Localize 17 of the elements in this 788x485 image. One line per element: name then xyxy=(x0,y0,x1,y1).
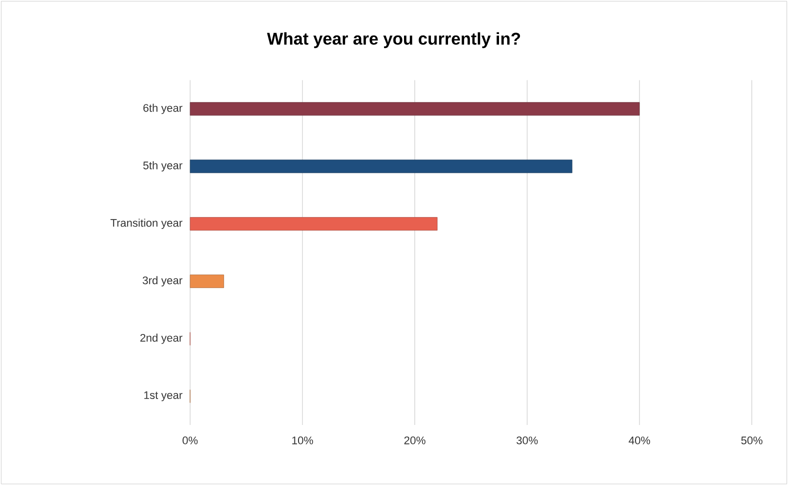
x-tick-label: 0% xyxy=(182,436,198,444)
chart-title: What year are you currently in? xyxy=(267,32,520,48)
y-tick-label: 5th year xyxy=(143,161,182,172)
x-tick-label: 10% xyxy=(292,436,314,444)
x-tick-label: 40% xyxy=(628,436,650,444)
y-tick-label: Transition year xyxy=(110,218,182,229)
x-tick-label: 30% xyxy=(516,436,538,444)
y-tick-label: 2nd year xyxy=(140,334,182,344)
y-tick-label: 1st year xyxy=(144,391,182,402)
bar xyxy=(190,217,438,230)
x-tick-label: 20% xyxy=(404,436,426,444)
x-tick-label: 50% xyxy=(741,436,762,444)
bar xyxy=(190,274,224,288)
bar xyxy=(190,102,640,116)
bar xyxy=(190,160,572,173)
y-tick-label: 6th year xyxy=(143,104,182,114)
y-tick-label: 3rd year xyxy=(142,276,182,286)
